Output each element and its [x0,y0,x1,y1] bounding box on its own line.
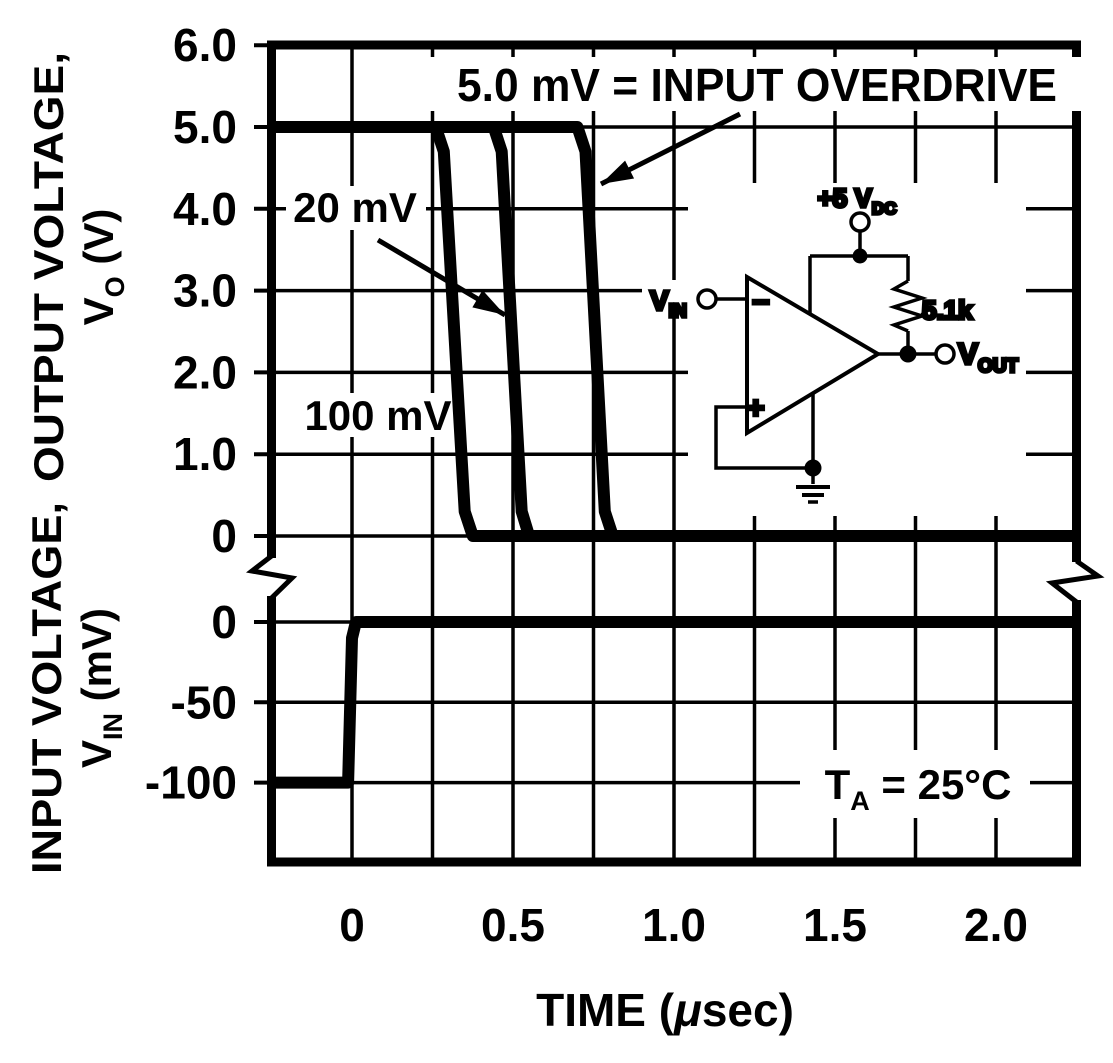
supply-label: +5 VDC [818,183,897,218]
y-tick-label-input: -100 [145,757,237,809]
trace-output-5mv-overdrive [271,121,1077,542]
x-tick-label: 0.5 [481,899,545,951]
inset-circuit-backplate [688,183,1026,516]
y-tick-label-output: 0 [211,510,237,562]
y-tick-label-output: 2.0 [173,346,237,398]
x-axis-title: TIME (μsec) [536,984,794,1036]
label-20mv-backplate [286,186,426,230]
y-axis-title-output-line2-group: VO (V) [75,209,130,326]
x-tick-label: 0 [339,899,365,951]
y-axis-title-input-line2-group: VIN (mV) [73,608,128,768]
vout-label: VOUT [958,338,1019,377]
resistor-label: 5.1k [922,295,973,325]
y-axis-title-output-line1-group: OUTPUT VOLTAGE, [25,52,72,482]
vin-terminal [696,288,718,310]
inverting-input-sign: − [752,286,770,319]
overdrive-annotation: 5.0 mV = INPUT OVERDRIVE [457,59,1057,111]
axis-break-right [1045,558,1105,604]
label-backplates [286,57,1085,818]
axis-break-left [245,554,298,600]
y-axis-title-input-line1: INPUT VOLTAGE, [23,502,70,874]
overdrive-arrow-head [601,160,635,184]
label-100mv-backplate [298,393,460,437]
y-axis-title-output-line1: OUTPUT VOLTAGE, [25,52,72,482]
temperature-label-backplate [800,750,1030,818]
ground-junction-dot [804,459,822,477]
y-tick-label-input: 0 [211,596,237,648]
y-tick-label-input: -50 [171,676,237,728]
axis-labels: 6.0 5.0 4.0 3.0 2.0 1.0 0 0 -50 -100 0 0.5 1.0 1.5 2.0… [23,19,1057,1036]
vin-label-backplate [642,280,700,317]
y-tick-label-output: 4.0 [173,183,237,235]
label-100mv: 100 mV [304,392,451,439]
annotation-arrows [376,111,742,318]
noninverting-input-sign: + [747,392,765,425]
label-20mv: 20 mV [293,184,417,231]
y-tick-label-output: 3.0 [173,265,237,317]
comparator-triangle [745,273,882,437]
supply-terminal [849,211,871,233]
overdrive-label-backplate [430,57,1085,111]
vout-terminal [934,343,956,365]
inset-circuit: +5 VDC 5.1k VIN VOUT − + [648,181,1020,504]
y-axis-title-input-line1-group: INPUT VOLTAGE, [23,502,70,874]
arrow-20mv-head [472,290,505,315]
y-axis-title-input-line2: VIN (mV) [73,608,128,768]
y-axis-title-output-line2: VO (V) [75,209,130,326]
x-tick-label: 2.0 [964,899,1028,951]
supply-junction-dot [852,248,868,264]
traces [271,121,1077,789]
output-junction-dot [899,345,917,363]
x-tick-label: 1.5 [803,899,867,951]
y-tick-label-output: 1.0 [173,428,237,480]
trace-input-step [271,616,1077,789]
x-tick-label: 1.0 [642,899,706,951]
y-tick-label-output: 6.0 [173,19,237,71]
vin-label: VIN [650,285,687,321]
pullup-resistor [888,279,928,333]
y-tick-label-output: 5.0 [173,101,237,153]
noninverting-ground-wire [714,405,813,470]
temperature-annotation: TA = 25°C [825,761,1012,816]
